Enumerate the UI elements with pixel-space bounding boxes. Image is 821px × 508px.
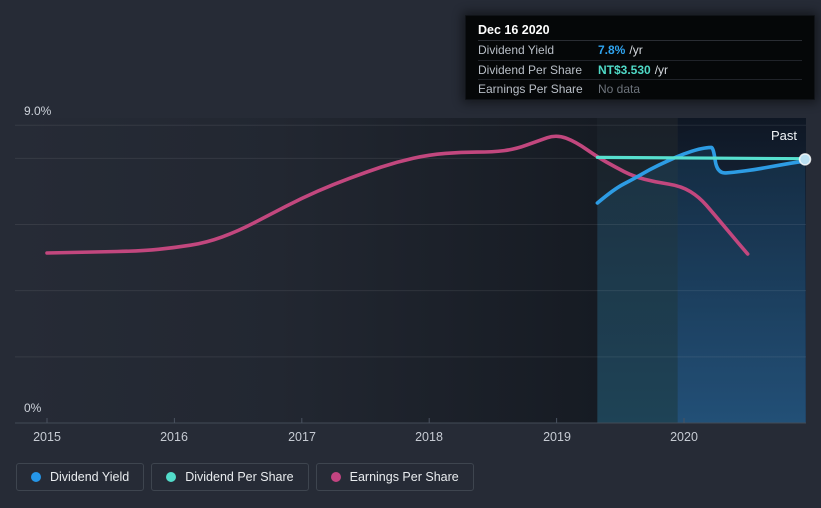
x-tick-2015: 2015 — [33, 430, 61, 444]
tooltip-label: Dividend Yield — [478, 43, 555, 57]
dividend-per-share-dot-icon — [166, 472, 177, 482]
legend-item-earnings-per-share[interactable]: Earnings Per Share — [315, 463, 474, 491]
legend-label: Dividend Per Share — [185, 470, 294, 484]
tooltip-value: 7.8%/yr — [598, 43, 643, 57]
past-region-label: Past — [771, 128, 798, 143]
x-tick-2016: 2016 — [160, 430, 188, 444]
y-axis-max-label: 9.0% — [24, 104, 52, 118]
earnings-per-share-dot-icon — [330, 472, 341, 482]
dividend-yield-dot-icon — [31, 472, 41, 482]
tooltip-label: Dividend Per Share — [478, 62, 583, 77]
tooltip-row-earnings-per-share: Earnings Per Share No data — [478, 80, 802, 99]
tooltip-value: NT$3.530/yr — [598, 62, 669, 77]
x-tick-2019: 2019 — [543, 430, 571, 444]
tooltip-value: No data — [598, 82, 641, 96]
x-tick-2020: 2020 — [670, 430, 698, 444]
tooltip-label: Earnings Per Share — [478, 82, 583, 96]
legend-item-dividend-yield[interactable]: Dividend Yield — [16, 463, 145, 491]
tooltip-row-dividend-per-share: Dividend Per Share NT$3.530/yr — [478, 61, 802, 80]
legend-item-dividend-per-share[interactable]: Dividend Per Share — [151, 463, 309, 491]
tooltip-row-dividend-yield: Dividend Yield 7.8%/yr — [478, 41, 802, 61]
y-axis-min-label: 0% — [24, 401, 42, 415]
tooltip: Dec 16 2020 Dividend Yield 7.8%/yr Divid… — [465, 15, 815, 100]
tooltip-date: Dec 16 2020 — [478, 20, 802, 41]
x-tick-2017: 2017 — [288, 430, 316, 444]
legend-label: Earnings Per Share — [349, 470, 459, 484]
x-tick-2018: 2018 — [415, 430, 443, 444]
legend-label: Dividend Yield — [50, 470, 130, 484]
legend: Dividend Yield Dividend Per Share Earnin… — [16, 463, 474, 491]
